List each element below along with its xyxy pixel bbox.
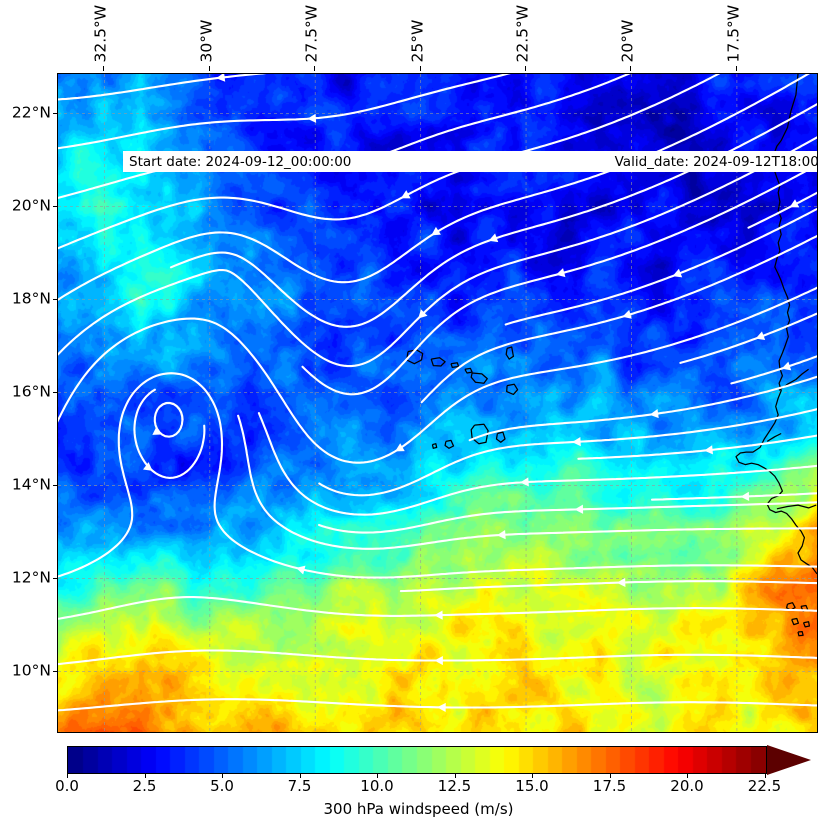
colorbar-extend-arrow [767,745,811,775]
longitude-tick-mark [208,66,210,71]
colorbar-tick-label: 20.0 [670,777,704,795]
colorbar-ticks: 0.0 2.5 5.0 7.5 10.0 12.5 15.0 17.5 20.0 22.5 [55,774,812,796]
colorbar-tick-mark [454,774,456,778]
colorbar-canvas [68,747,766,773]
colorbar-tick-mark [764,774,766,778]
longitude-tick-label: 20°W [618,19,637,62]
colorbar-tick-label: 2.5 [132,777,157,795]
longitude-tick-mark [314,66,316,71]
latitude-tick-label: 22°N [11,102,51,121]
longitude-tick-mark [103,66,105,71]
colorbar-tick-label: 12.5 [437,777,472,795]
annotation-bar: Start date: 2024-09-12_00:00:00 Valid_da… [123,151,818,172]
colorbar-tick-label: 7.5 [287,777,312,795]
map-overlays [58,74,817,732]
colorbar-tick-mark [67,774,68,778]
latitude-tick-mark [53,670,57,672]
colorbar-tick-label: 10.0 [360,777,394,795]
start-date-label: Start date: 2024-09-12_00:00:00 [129,153,352,170]
longitude-tick-label: 27.5°W [302,4,321,62]
latitude-tick-mark [53,391,57,393]
latitude-tick-mark [53,112,57,114]
colorbar-tick-mark [144,774,146,778]
longitude-tick-label: 17.5°W [724,4,743,62]
latitude-tick-label: 18°N [11,288,51,307]
colorbar-tick-mark [222,774,223,778]
colorbar [67,745,812,775]
longitude-tick-mark [419,66,421,71]
longitude-tick-mark [525,66,527,71]
latitude-tick-mark [53,205,57,207]
colorbar-tick-label: 0.0 [55,777,79,795]
latitude-tick-mark [53,298,57,300]
colorbar-tick-label: 22.5 [747,777,782,795]
colorbar-tick-mark [532,774,533,778]
colorbar-tick-mark [609,774,611,778]
latitude-tick-label: 14°N [11,474,51,493]
colorbar-title: 300 hPa windspeed (m/s) [323,800,514,818]
colorbar-tick-label: 15.0 [515,777,549,795]
colorbar-tick-label: 17.5 [592,777,627,795]
latitude-tick-label: 10°N [11,660,51,679]
windspeed-field [58,74,817,732]
latitude-tick-label: 16°N [11,381,51,400]
latitude-tick-label: 20°N [11,195,51,214]
longitude-axis: 32.5°W 30°W 27.5°W 25°W 22.5°W 20°W 17.5°W [57,0,818,71]
latitude-tick-label: 12°N [11,567,51,586]
colorbar-tick-mark [687,774,688,778]
latitude-tick-mark [53,484,57,486]
valid-date-label: Valid_date: 2024-09-12T18:00:00.00 [614,153,818,170]
latitude-axis: 22°N 20°N 18°N 16°N 14°N 12°N 10°N [0,73,57,733]
latitude-tick-mark [53,577,57,579]
longitude-tick-label: 25°W [408,19,427,62]
longitude-tick-mark [630,66,632,71]
colorbar-tick-mark [299,774,301,778]
colorbar-tick-mark [377,774,378,778]
longitude-tick-label: 32.5°W [91,4,110,62]
longitude-tick-label: 30°W [197,19,216,62]
longitude-tick-mark [735,66,737,71]
map-plot-area[interactable]: Start date: 2024-09-12_00:00:00 Valid_da… [57,73,818,733]
colorbar-tick-label: 5.0 [210,777,234,795]
colorbar-gradient [67,746,767,774]
longitude-tick-label: 22.5°W [513,4,532,62]
